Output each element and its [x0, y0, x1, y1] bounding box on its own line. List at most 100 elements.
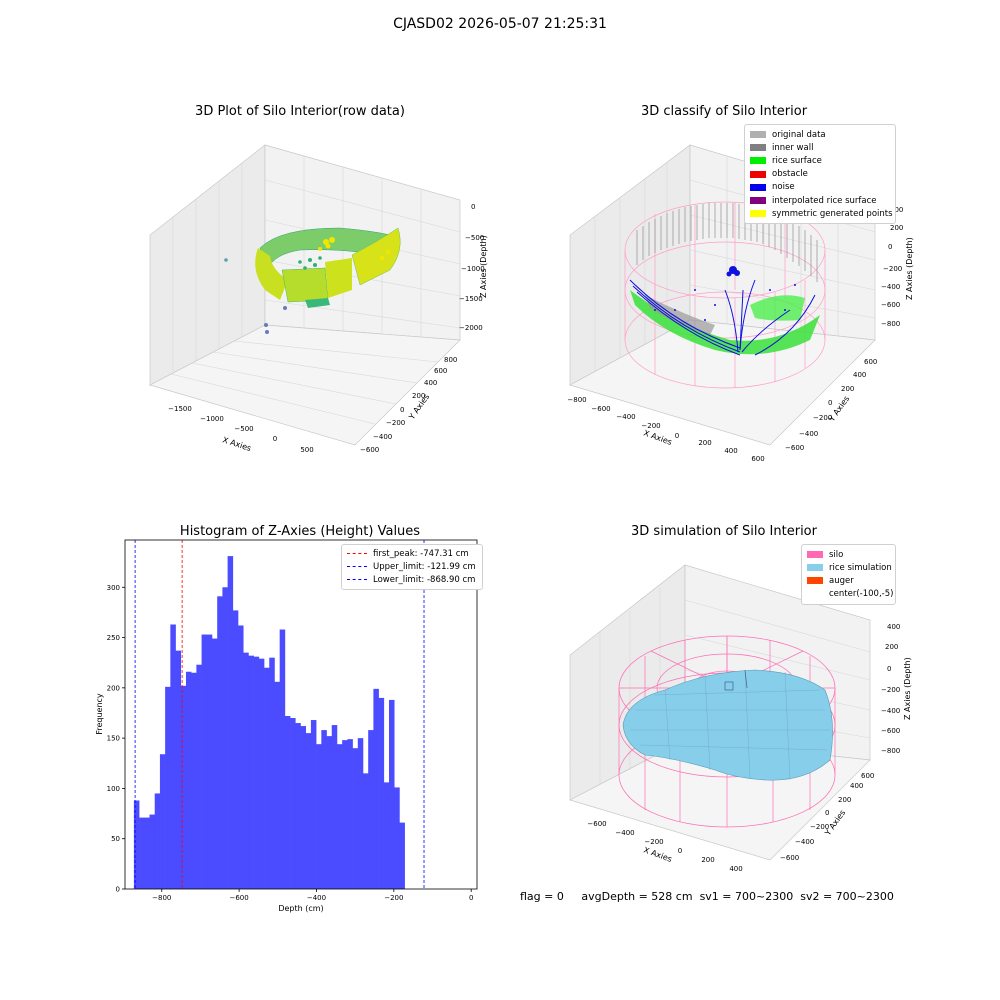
raw-plot-title: 3D Plot of Silo Interior(row data) [195, 104, 405, 119]
svg-text:200: 200 [890, 206, 903, 214]
svg-text:200: 200 [412, 392, 425, 400]
histogram-bar [227, 556, 234, 889]
svg-text:0: 0 [400, 406, 404, 414]
raw-z-ticks: 0 −500 −1000 −1500 −2000 [459, 203, 485, 332]
classify-z-ticks: 200 200 0 −200 −400 −600 −800 [881, 206, 903, 328]
svg-text:−200: −200 [883, 265, 902, 273]
histogram-frame [124, 539, 478, 890]
classify-rice-surface [630, 290, 820, 355]
classify-3d-plot: −800 −600 −400 −200 0 200 400 600 −600 −… [567, 144, 914, 463]
legend-swatch-silo [807, 551, 823, 559]
histogram-bar [279, 629, 286, 889]
legend-item: silo [807, 548, 890, 561]
legend-item: original data [750, 128, 890, 141]
classify-inner-wall [636, 203, 818, 282]
x-tick-label: −200 [384, 894, 403, 902]
svg-text:600: 600 [861, 772, 874, 780]
x-tick-label: −800 [152, 894, 171, 902]
sim-z-label: Z Axies (Depth) [903, 657, 912, 720]
raw-x-label: X Axies [221, 435, 252, 453]
legend-swatch-original [750, 131, 766, 139]
svg-text:−400: −400 [799, 430, 818, 438]
classify-legend: original data inner wall rice surface ob… [744, 124, 896, 225]
histogram-bar [170, 624, 176, 889]
histogram-bar [310, 720, 317, 889]
legend-item: obstacle [750, 168, 890, 181]
svg-text:0: 0 [675, 432, 679, 440]
sv2-text: sv2 = 700~2300 [800, 890, 894, 903]
sim-rice-surface [622, 669, 833, 781]
histogram-bar [264, 667, 270, 889]
y-tick-label: 150 [107, 735, 120, 743]
legend-item: first_peak: -747.31 cm [347, 547, 477, 560]
svg-text:−500: −500 [465, 234, 484, 242]
legend-item: Lower_limit: -868.90 cm [347, 573, 477, 586]
svg-text:−800: −800 [567, 396, 586, 404]
histogram-bar [165, 686, 171, 889]
simulation-legend: silo rice simulation auger center(-100,-… [801, 544, 896, 605]
sim-auger [724, 669, 748, 691]
svg-text:−400: −400 [373, 433, 392, 441]
histogram-bar [342, 740, 348, 889]
histogram-chart: −800 −600 −400 −200 0 0 50 100 150 200 250 300 Dep… [95, 539, 478, 913]
histogram-bar [243, 652, 249, 889]
histogram-bar [331, 725, 338, 889]
svg-text:600: 600 [751, 455, 764, 463]
raw-silo-data [255, 227, 401, 308]
svg-text:600: 600 [864, 358, 877, 366]
status-line: flag = 0 avgDepth = 528 cm sv1 = 700~230… [520, 890, 894, 903]
svg-text:−200: −200 [881, 686, 900, 694]
y-tick-label: 200 [107, 684, 120, 692]
histogram-bar [206, 634, 213, 889]
svg-text:−400: −400 [881, 707, 900, 715]
flag-text: flag = 0 [520, 890, 564, 903]
classify-z-label: Z Axies (Depth) [905, 237, 914, 300]
y-tick-label: 50 [111, 835, 120, 843]
classify-silo-wireframe [624, 201, 826, 389]
histogram-bar [258, 658, 265, 889]
sv1-text: sv1 = 700~2300 [699, 890, 794, 903]
svg-text:0: 0 [828, 399, 832, 407]
histogram-bar [295, 723, 301, 889]
histogram-bar [133, 800, 140, 889]
histogram-bar [368, 730, 374, 889]
svg-text:−500: −500 [234, 425, 253, 433]
svg-text:−200: −200 [644, 838, 663, 846]
svg-text:0: 0 [887, 665, 891, 673]
svg-text:−400: −400 [881, 283, 900, 291]
histogram-bar [191, 672, 197, 889]
histogram-bar [284, 716, 291, 889]
histogram-bars [133, 556, 405, 889]
svg-text:−200: −200 [813, 414, 832, 422]
svg-text:200: 200 [841, 385, 854, 393]
histogram-x-ticks: −800 −600 −400 −200 0 [152, 889, 473, 902]
histogram-bar [144, 817, 150, 889]
histogram-bar [211, 638, 218, 889]
histogram-bar [269, 657, 275, 889]
legend-swatch-rice-sim [807, 564, 823, 572]
svg-text:200: 200 [701, 856, 714, 864]
legend-line-first-peak [347, 553, 367, 555]
svg-text:400: 400 [424, 379, 437, 387]
svg-text:−400: −400 [795, 838, 814, 846]
histogram-bar [248, 655, 254, 889]
svg-text:−200: −200 [810, 823, 829, 831]
classify-floor-pane [569, 319, 876, 446]
svg-text:400: 400 [853, 371, 866, 379]
sim-y-ticks: −600 −400 −200 0 200 400 600 [780, 772, 874, 862]
svg-text:−2000: −2000 [459, 324, 483, 332]
sim-rice-mesh [630, 669, 830, 781]
y-tick-label: 300 [107, 584, 120, 592]
histogram-y-ticks: 0 50 100 150 200 250 300 [107, 584, 125, 894]
legend-swatch-interpolated [750, 197, 766, 205]
histogram-bar [326, 736, 333, 889]
histogram-bar [154, 793, 161, 889]
svg-text:−400: −400 [615, 829, 634, 837]
legend-item: inner wall [750, 141, 890, 154]
svg-text:−1500: −1500 [168, 405, 192, 413]
svg-text:−1500: −1500 [459, 295, 483, 303]
histogram-bar [336, 744, 343, 889]
figure-title: CJASD02 2026-05-07 21:25:31 [393, 16, 607, 32]
legend-item: Upper_limit: -121.99 cm [347, 560, 477, 573]
legend-swatch-rice [750, 157, 766, 165]
